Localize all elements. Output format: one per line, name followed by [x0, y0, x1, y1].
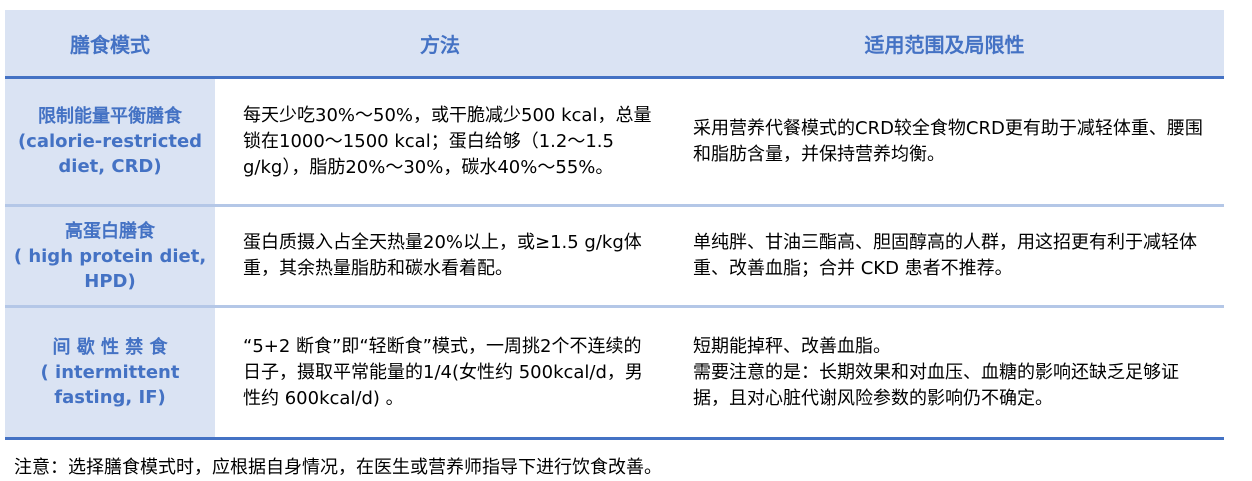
header-scope: 适用范围及局限性	[665, 10, 1224, 79]
method-cell: 蛋白质摄入占全天热量20%以上，或≥1.5 g/kg体重，其余热量脂肪和碳水看着…	[215, 205, 665, 308]
footnote: 注意：选择膳食模式时，应根据自身情况，在医生或营养师指导下进行饮食改善。	[14, 457, 662, 478]
header-method: 方法	[215, 10, 665, 79]
mode-en: ( high protein diet, HPD)	[13, 245, 207, 292]
method-cell: “5+2 断食”即“轻断食”模式，一周挑2个不连续的日子，摄取平常能量的1/4(…	[215, 306, 665, 440]
scope-cell: 单纯胖、甘油三酯高、胆固醇高的人群，用这招更有利于减轻体重、改善血脂；合并 CK…	[665, 205, 1224, 308]
method-cell: 每天少吃30%～50%，或干脆减少500 kcal，总量锁在1000～1500 …	[215, 77, 665, 207]
table-row: 间 歇 性 禁 食 ( intermittent fasting, IF) “5…	[5, 306, 1224, 440]
scope-cell: 采用营养代餐模式的CRD较全食物CRD更有助于减轻体重、腰围和脂肪含量，并保持营…	[665, 77, 1224, 207]
mode-en: ( intermittent fasting, IF)	[40, 362, 180, 408]
mode-cell: 限制能量平衡膳食 (calorie-restricted diet, CRD)	[5, 77, 215, 207]
scope-line: 短期能掉秤、改善血脂。	[693, 335, 891, 357]
header-mode: 膳食模式	[5, 10, 215, 79]
scope-line: 需要注意的是：长期效果和对血压、血糖的影响还缺乏足够证据，且对心脏代谢风险参数的…	[693, 361, 1179, 409]
mode-cn: 高蛋白膳食	[65, 220, 155, 242]
table-header-row: 膳食模式 方法 适用范围及局限性	[5, 10, 1224, 79]
mode-cn: 间 歇 性 禁 食	[52, 337, 168, 358]
mode-cn: 限制能量平衡膳食	[38, 106, 182, 127]
table-row: 高蛋白膳食 ( high protein diet, HPD) 蛋白质摄入占全天…	[5, 205, 1224, 308]
mode-en: (calorie-restricted diet, CRD)	[17, 131, 203, 177]
mode-cell: 高蛋白膳食 ( high protein diet, HPD)	[5, 205, 215, 308]
table-row: 限制能量平衡膳食 (calorie-restricted diet, CRD) …	[5, 77, 1224, 207]
diet-mode-table: 膳食模式 方法 适用范围及局限性 限制能量平衡膳食 (calorie-restr…	[5, 10, 1224, 440]
scope-cell: 短期能掉秤、改善血脂。 需要注意的是：长期效果和对血压、血糖的影响还缺乏足够证据…	[665, 306, 1224, 440]
mode-cell: 间 歇 性 禁 食 ( intermittent fasting, IF)	[5, 306, 215, 440]
